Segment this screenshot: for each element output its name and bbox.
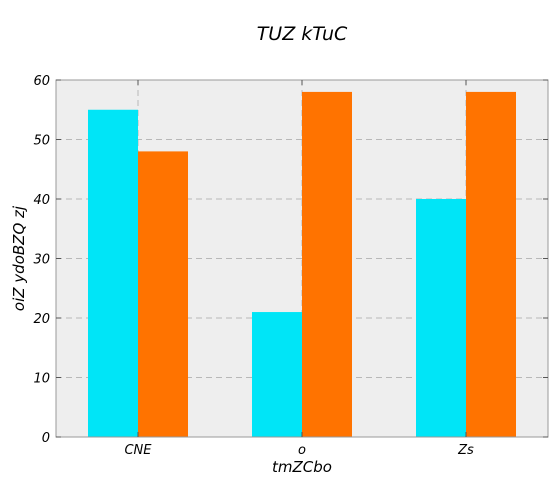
- x-axis-ticks: CNE o Zs: [124, 80, 474, 458]
- y-tick-label: 40: [33, 193, 50, 208]
- chart-title: TUZ kTuC: [257, 23, 348, 45]
- y-axis-label: oiZ ydoBZQ zj: [10, 205, 28, 311]
- y-tick-label: 50: [33, 134, 50, 149]
- x-tick-label: Zs: [457, 443, 474, 458]
- y-tick-label: 10: [33, 372, 50, 387]
- y-tick-label: 60: [33, 74, 50, 89]
- bar: [466, 91, 516, 438]
- y-tick-label: 20: [33, 312, 50, 327]
- bar: [138, 151, 188, 437]
- x-tick-label: o: [298, 443, 306, 458]
- bar: [416, 199, 466, 437]
- bar: [88, 109, 138, 437]
- y-tick-label: 30: [33, 253, 50, 268]
- bar: [252, 312, 302, 437]
- bars: [88, 91, 516, 438]
- x-tick-label: CNE: [124, 443, 152, 458]
- x-axis-label: tmZCbo: [272, 458, 332, 476]
- y-axis-ticks: 0 10 20 30 40 50 60: [33, 74, 548, 446]
- y-tick-label: 0: [42, 431, 50, 446]
- bar: [302, 91, 352, 438]
